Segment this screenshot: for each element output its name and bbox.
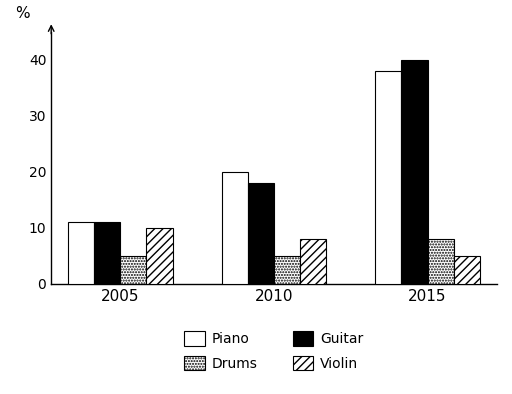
Bar	[120, 256, 146, 284]
Bar	[300, 239, 326, 284]
Text: %: %	[15, 6, 30, 21]
Bar	[68, 222, 94, 284]
Bar	[454, 256, 480, 284]
Bar	[375, 71, 401, 284]
Bar	[428, 239, 454, 284]
Bar	[222, 172, 248, 284]
Bar	[401, 59, 428, 284]
Bar	[248, 183, 274, 284]
Legend: Piano, Drums, Guitar, Violin: Piano, Drums, Guitar, Violin	[179, 326, 369, 376]
Bar	[94, 222, 120, 284]
Bar	[146, 228, 173, 284]
Bar	[274, 256, 300, 284]
